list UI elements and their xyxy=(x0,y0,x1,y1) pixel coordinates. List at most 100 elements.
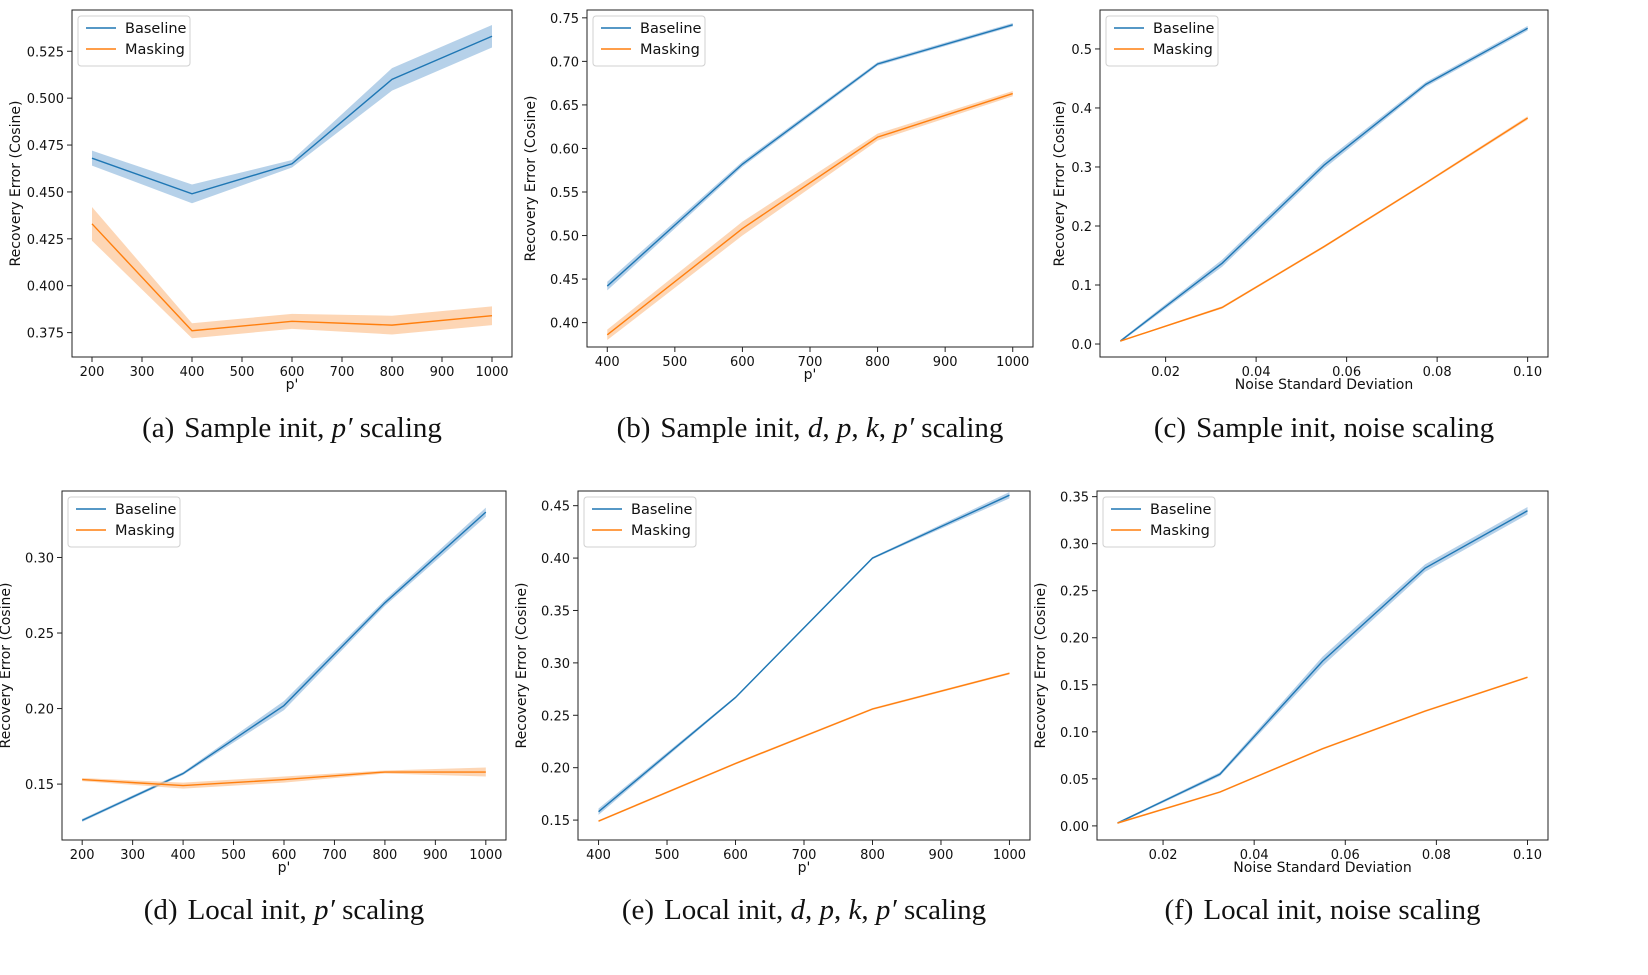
y-tick-label: 0.525 xyxy=(27,45,64,60)
legend: Baseline Masking xyxy=(1102,496,1216,548)
masking-legend-label: Masking xyxy=(1150,523,1210,539)
x-tick-label: 200 xyxy=(80,365,105,380)
caption-label: (c) xyxy=(1153,412,1187,444)
masking-line xyxy=(606,92,1013,336)
y-tick-label: 0.05 xyxy=(1060,773,1089,788)
caption-text: Local init, xyxy=(664,894,791,926)
caption-text: p′ xyxy=(875,894,897,926)
y-axis-label: Recovery Error (Cosine) xyxy=(1052,101,1068,267)
masking-confidence-band xyxy=(1117,676,1528,825)
caption-text: , xyxy=(851,412,866,444)
y-tick-label: 0.25 xyxy=(541,709,570,724)
caption-label: (d) xyxy=(143,894,178,926)
y-tick-label: 0.15 xyxy=(541,814,570,829)
x-tick-label: 500 xyxy=(230,365,255,380)
y-tick-label: 0.1 xyxy=(1071,279,1092,294)
masking-confidence-band xyxy=(598,672,1010,823)
x-tick-label: 600 xyxy=(723,848,748,863)
caption-text: p′ xyxy=(893,412,915,444)
x-tick-label: 200 xyxy=(70,848,95,863)
caption-text: Local init, noise scaling xyxy=(1203,894,1481,926)
caption-text: , xyxy=(861,894,876,926)
x-tick-label: 1000 xyxy=(475,365,508,380)
caption-label: (e) xyxy=(621,894,655,926)
y-tick-label: 0.40 xyxy=(550,317,579,332)
y-tick-label: 0.30 xyxy=(25,551,54,566)
caption-text: , xyxy=(878,412,894,444)
caption-text: , xyxy=(834,894,849,926)
caption-text: k xyxy=(848,894,862,926)
x-tick-label: 600 xyxy=(272,848,297,863)
legend: Baseline Masking xyxy=(1105,15,1219,67)
masking-legend-label: Masking xyxy=(115,523,175,539)
subplot-caption: (a) Sample init, p′ scaling xyxy=(142,412,442,445)
subplot-b: 400 500 600 700 800 900 1000 0.40 0.45 0.50 0.55 0.… xyxy=(523,9,1034,383)
caption-text: scaling xyxy=(896,894,987,926)
y-tick-label: 0.40 xyxy=(541,552,570,567)
subplot-caption: (d) Local init, p′ scaling xyxy=(144,894,425,927)
y-tick-label: 0.4 xyxy=(1071,102,1092,117)
caption-text: scaling xyxy=(352,412,442,444)
x-tick-label: 0.04 xyxy=(1242,365,1271,380)
caption-text: scaling xyxy=(914,412,1004,444)
y-tick-label: 0.15 xyxy=(1060,679,1089,694)
y-tick-label: 0.20 xyxy=(25,703,54,718)
y-axis-label: Recovery Error (Cosine) xyxy=(523,96,539,262)
baseline-legend-label: Baseline xyxy=(125,21,187,37)
x-tick-label: 300 xyxy=(120,848,145,863)
x-tick-label: 700 xyxy=(798,355,823,370)
y-tick-label: 0.500 xyxy=(27,92,64,107)
subplot-caption: (b) Sample init, d, p, k, p′ scaling xyxy=(617,412,1004,445)
caption-text: p′ xyxy=(314,894,335,926)
x-tick-label: 400 xyxy=(586,848,611,863)
x-tick-label: 0.06 xyxy=(1331,848,1360,863)
y-axis-label: Recovery Error (Cosine) xyxy=(1033,583,1049,749)
subplot-a: 200 300 400 500 600 700 800 900 1000 0.375 0.400 0.… xyxy=(8,9,513,393)
baseline-line xyxy=(1117,510,1528,824)
x-tick-label: 900 xyxy=(933,355,958,370)
y-axis-label: Recovery Error (Cosine) xyxy=(8,101,24,267)
x-tick-label: 500 xyxy=(655,848,680,863)
masking-confidence-band xyxy=(82,767,486,789)
baseline-legend-label: Baseline xyxy=(640,21,702,37)
x-tick-label: 1000 xyxy=(996,355,1029,370)
y-tick-label: 0.10 xyxy=(1060,726,1089,741)
y-tick-label: 0.75 xyxy=(550,12,579,27)
y-tick-label: 0.450 xyxy=(27,186,64,201)
masking-line xyxy=(598,672,1010,822)
masking-confidence-band xyxy=(1120,116,1528,342)
y-tick-label: 0.55 xyxy=(550,186,579,201)
y-tick-label: 0.30 xyxy=(1060,538,1089,553)
y-tick-label: 0.45 xyxy=(550,273,579,288)
baseline-confidence-band xyxy=(92,25,492,204)
x-tick-label: 600 xyxy=(280,365,305,380)
baseline-line xyxy=(598,494,1010,813)
y-tick-label: 0.65 xyxy=(550,99,579,114)
legend: Baseline Masking xyxy=(583,496,697,548)
masking-legend-label: Masking xyxy=(125,42,185,58)
subplot-d: 200 300 400 500 600 700 800 900 1000 0.15 0.20 0.25… xyxy=(0,490,507,876)
caption-label: (f) xyxy=(1164,894,1194,926)
x-tick-label: 0.02 xyxy=(1151,365,1180,380)
y-axis-label: Recovery Error (Cosine) xyxy=(0,583,14,749)
legend: Baseline Masking xyxy=(67,496,181,548)
y-tick-label: 0.00 xyxy=(1060,820,1089,835)
y-axis-label: Recovery Error (Cosine) xyxy=(514,583,530,749)
caption-text: d xyxy=(790,894,806,926)
y-tick-label: 0.30 xyxy=(541,657,570,672)
baseline-confidence-band xyxy=(82,507,486,822)
masking-legend-label: Masking xyxy=(1153,42,1213,58)
x-tick-label: 700 xyxy=(322,848,347,863)
x-tick-label: 700 xyxy=(330,365,355,380)
x-axis-label: p' xyxy=(278,860,291,876)
y-tick-label: 0.2 xyxy=(1071,220,1092,235)
caption-text: scaling xyxy=(334,894,425,926)
masking-line xyxy=(1120,117,1529,342)
legend: Baseline Masking xyxy=(592,15,706,67)
x-tick-label: 700 xyxy=(792,848,817,863)
x-tick-label: 500 xyxy=(221,848,246,863)
subplot-caption: (e) Local init, d, p, k, p′ scaling xyxy=(622,894,986,927)
y-tick-label: 0.375 xyxy=(27,327,64,342)
y-tick-label: 0.20 xyxy=(541,762,570,777)
